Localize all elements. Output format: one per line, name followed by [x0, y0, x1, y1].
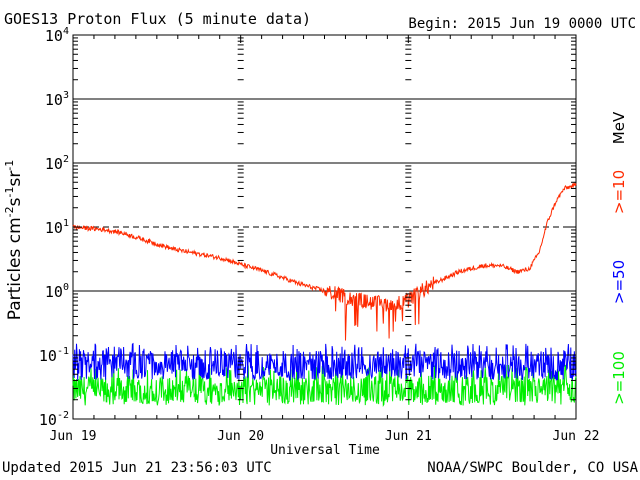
x-tick-label: Jun 20: [217, 429, 264, 444]
y-tick-label: 100: [45, 282, 69, 301]
legend-series-50: >=50: [610, 260, 628, 304]
y-tick-label: 10-1: [39, 346, 69, 365]
x-tick-label: Jun 21: [385, 429, 432, 444]
x-tick-label: Jun 22: [553, 429, 600, 444]
y-tick-label: 102: [45, 154, 69, 173]
data-source: NOAA/SWPC Boulder, CO USA: [427, 460, 638, 476]
y-tick-label: 103: [45, 90, 69, 109]
y-tick-label: 101: [45, 218, 69, 237]
series-layer: [72, 181, 577, 408]
series-line-ge50: [72, 342, 577, 382]
updated-time: Updated 2015 Jun 21 23:56:03 UTC: [2, 460, 272, 476]
y-tick-label: 104: [45, 26, 69, 45]
grid: [73, 98, 576, 356]
y-axis-label: Particles cm-2s-1sr-1: [3, 160, 25, 321]
begin-time: Begin: 2015 Jun 19 0000 UTC: [408, 16, 636, 32]
chart-title: GOES13 Proton Flux (5 minute data): [4, 10, 311, 28]
series-line-ge10: [72, 181, 577, 341]
axes: 10-2 10-1 100 101 102 103 104 Jun 19 Jun 20 Jun 2…: [39, 26, 600, 444]
legend-series-10: >=10: [610, 170, 628, 214]
legend-energy-unit: MeV: [610, 111, 628, 144]
legend-series-100: >=100: [610, 351, 628, 405]
series-line-ge100: [72, 364, 577, 408]
y-tick-label: 10-2: [39, 410, 69, 429]
x-axis-label: Universal Time: [270, 443, 380, 458]
x-tick-label: Jun 19: [50, 429, 97, 444]
